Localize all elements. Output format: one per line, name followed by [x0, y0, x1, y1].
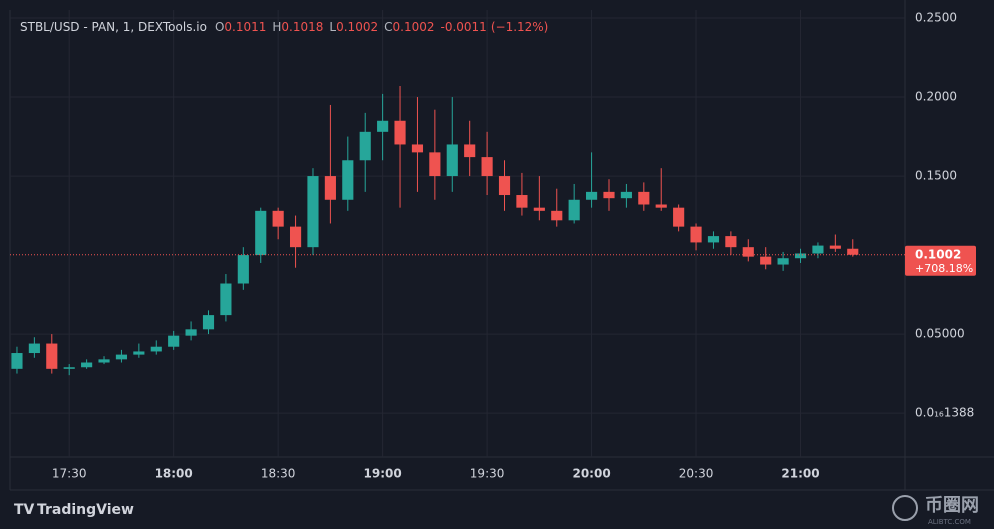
candle-body — [481, 157, 493, 177]
candle-body — [655, 204, 667, 208]
candle-body — [812, 245, 824, 254]
footer-brand: TradingView — [37, 502, 134, 518]
y-tick-label: 0.05000 — [915, 327, 965, 341]
header-title: STBL/USD - PAN, 1, DEXTools.io — [20, 20, 207, 34]
candle-body — [533, 207, 545, 211]
candle-body — [342, 160, 354, 200]
candle-body — [220, 283, 232, 316]
candle-body — [185, 329, 197, 336]
legend-header: STBL/USD - PAN, 1, DEXTools.io O0.1011 H0.… — [20, 20, 548, 34]
watermark: 币圈网 — [925, 495, 979, 516]
candle-body — [377, 120, 389, 132]
candle-body — [272, 210, 284, 227]
candle-body — [394, 120, 406, 145]
candle-body — [777, 258, 789, 265]
watermark-logo — [892, 495, 918, 521]
candle-body — [307, 176, 319, 248]
candle-body — [568, 199, 580, 221]
candle-body — [586, 191, 598, 200]
header-val: 0.1002 — [392, 20, 435, 34]
candle-body — [725, 236, 737, 248]
candle-body — [324, 176, 336, 200]
candle-body — [464, 144, 476, 158]
header-lab: L — [329, 20, 337, 34]
candle-body — [46, 343, 58, 369]
candle-body — [707, 236, 720, 243]
candle-body — [742, 247, 754, 257]
candle-body — [237, 255, 249, 284]
candle-body — [603, 191, 615, 199]
candle-body — [498, 176, 511, 196]
candle-body — [673, 207, 685, 227]
header-lab: H — [272, 20, 282, 34]
price-change: +708.18% — [915, 262, 973, 275]
x-tick-label: 21:00 — [781, 467, 819, 481]
candle-body — [690, 226, 702, 243]
candle-body — [115, 354, 128, 360]
candle-body — [202, 315, 215, 330]
candle-body — [11, 353, 23, 369]
candle-body — [760, 256, 772, 265]
candle-body — [411, 144, 424, 153]
x-tick-label: 18:30 — [261, 467, 296, 481]
candle-body — [516, 195, 528, 208]
candle-body — [150, 346, 162, 352]
candle-body — [794, 253, 807, 259]
candle-body — [28, 343, 40, 354]
price-label: 0.1002 — [915, 247, 961, 261]
header-val: 0.1018 — [281, 20, 324, 34]
candle-body — [81, 362, 93, 368]
x-tick-label: 19:00 — [364, 467, 402, 481]
x-tick-label: 18:00 — [155, 467, 193, 481]
header-val: (−1.12%) — [490, 20, 549, 34]
candle-body — [133, 351, 145, 355]
candle-body — [63, 367, 75, 369]
header-lab: C — [384, 20, 393, 34]
header-val: 0.1002 — [336, 20, 379, 34]
candle-body — [359, 131, 371, 161]
candle-body — [638, 191, 650, 205]
candle-body — [551, 210, 563, 221]
candle-body — [255, 210, 267, 256]
y-tick-label: 0.1500 — [915, 169, 957, 183]
candle-body — [429, 152, 441, 177]
candle-body — [847, 248, 859, 255]
header-val: -0.0011 — [440, 20, 487, 34]
candle-body — [620, 191, 632, 199]
x-tick-label: 19:30 — [470, 467, 505, 481]
candle-body — [98, 359, 110, 363]
candle-body — [289, 226, 302, 248]
candle-body — [446, 144, 458, 177]
candle-body — [829, 245, 841, 249]
candle-body — [168, 335, 180, 347]
watermark-sub: ALIBTC.COM — [928, 518, 971, 526]
y-tick-label: 0.2000 — [915, 90, 957, 104]
y-tick-label: 0.0₁₆1388 — [915, 406, 974, 420]
y-tick-label: 0.2500 — [915, 11, 957, 25]
header-val: 0.1011 — [224, 20, 267, 34]
x-tick-label: 20:30 — [679, 467, 714, 481]
x-tick-label: 17:30 — [52, 467, 87, 481]
x-tick-label: 20:00 — [572, 467, 610, 481]
header-lab: O — [214, 20, 225, 34]
footer-logo: TV — [14, 502, 35, 518]
price-label-box — [905, 245, 976, 276]
